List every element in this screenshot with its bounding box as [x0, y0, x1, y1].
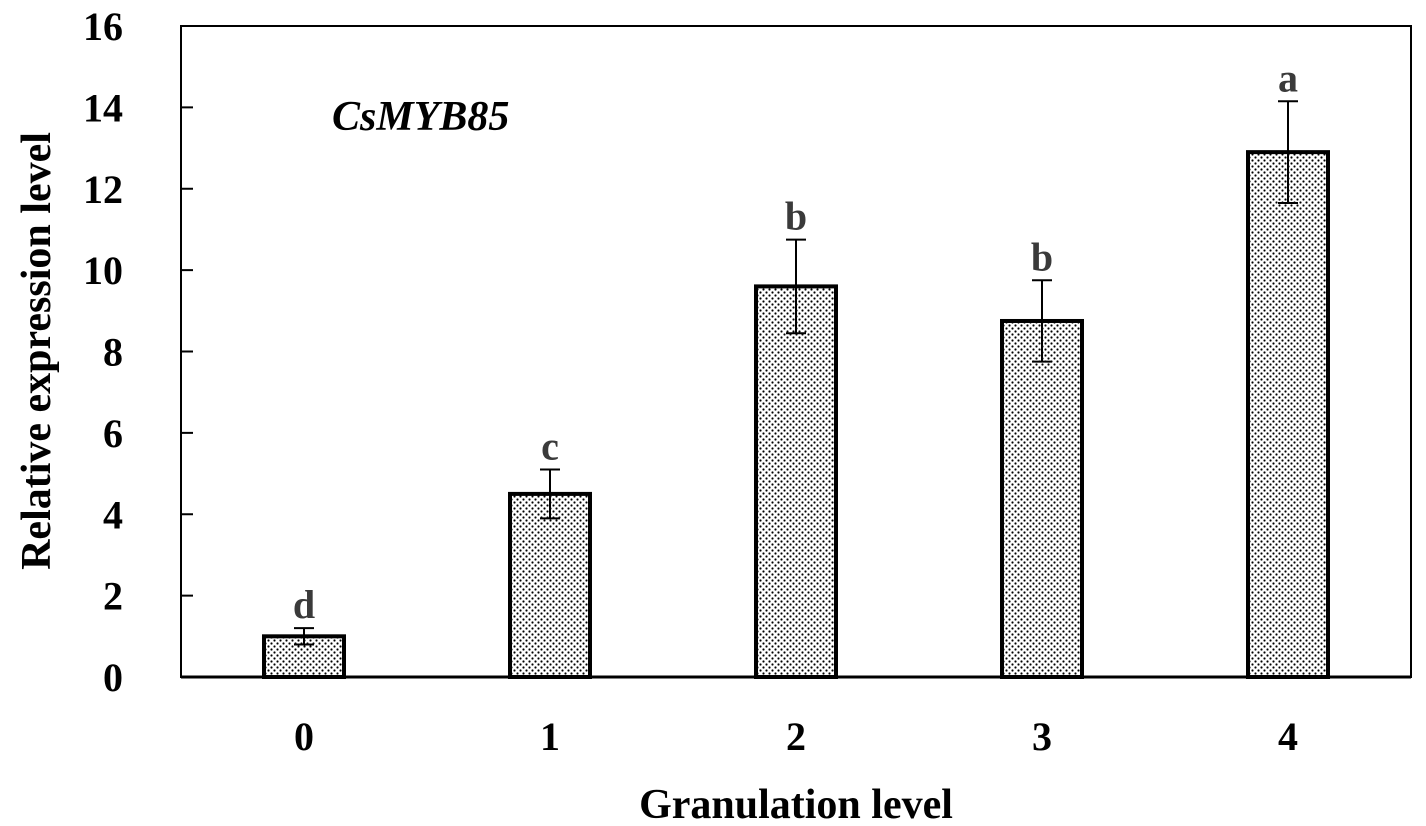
error-bar: [294, 627, 314, 646]
x-axis-ticks: 0 1 2 3 4: [294, 714, 1298, 759]
x-tick-label: 2: [786, 714, 806, 759]
bar: [1246, 150, 1330, 680]
significance-label: d: [293, 582, 315, 627]
bar-series: d c b b a: [262, 55, 1330, 680]
significance-label: b: [1031, 234, 1053, 279]
bar: [754, 284, 838, 679]
y-tick-label: 14: [83, 85, 123, 130]
error-bar: [540, 468, 560, 520]
y-tick-label: 16: [83, 4, 123, 49]
significance-label: c: [541, 423, 559, 468]
y-tick-label: 0: [103, 655, 123, 700]
y-tick-label: 2: [103, 574, 123, 619]
bar: [508, 491, 592, 679]
y-tick-label: 8: [103, 330, 123, 375]
bar: [1000, 318, 1084, 679]
y-tick-label: 10: [83, 248, 123, 293]
error-bar: [1278, 100, 1298, 204]
error-bar: [786, 238, 806, 335]
x-axis-title: Granulation level: [639, 782, 953, 826]
x-tick-label: 4: [1278, 714, 1298, 759]
x-tick-label: 3: [1032, 714, 1052, 759]
x-tick-label: 1: [540, 714, 560, 759]
y-axis-ticks: 0 2 4 6 8 10 12 14 16: [83, 4, 193, 700]
y-axis-title: Relative expression level: [14, 132, 60, 570]
y-tick-label: 4: [103, 492, 123, 537]
x-tick-label: 0: [294, 714, 314, 759]
gene-title: CsMYB85: [332, 94, 509, 140]
y-tick-label: 6: [103, 411, 123, 456]
y-tick-label: 12: [83, 167, 123, 212]
significance-label: b: [785, 194, 807, 239]
significance-label: a: [1278, 55, 1298, 100]
error-bar: [1032, 279, 1052, 363]
